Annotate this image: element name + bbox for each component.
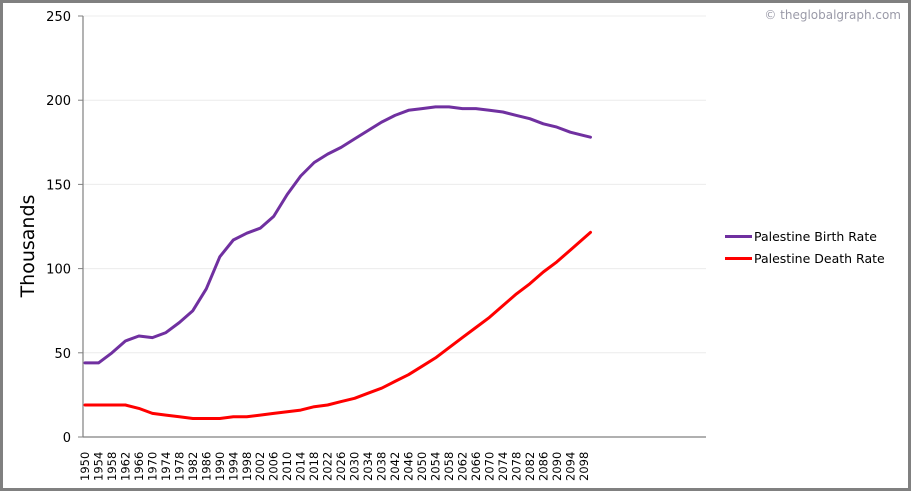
x-tick-label: 2054 (428, 452, 442, 481)
x-tick-label: 2078 (509, 452, 523, 481)
x-tick-label: 2050 (415, 452, 429, 481)
y-tick-label: 150 (46, 178, 71, 193)
x-tick-label: 1998 (240, 452, 254, 481)
x-tick-label: 1978 (172, 452, 186, 481)
x-tick-label: 2014 (294, 452, 308, 481)
y-tick-label: 50 (54, 347, 71, 362)
y-tick-label: 100 (46, 263, 71, 278)
x-tick-label: 1950 (78, 452, 92, 481)
x-tick-label: 2034 (361, 452, 375, 481)
x-tick-label: 1986 (199, 452, 213, 481)
x-tick-label: 2006 (267, 452, 281, 481)
x-tick-label: 2042 (388, 452, 402, 481)
x-tick-label: 2022 (321, 452, 335, 481)
x-tick-label: 2086 (536, 452, 550, 481)
x-tick-label: 2046 (402, 452, 416, 481)
legend-swatch-icon (725, 256, 752, 260)
y-tick-label: 250 (46, 10, 71, 25)
death-rate-line (83, 230, 592, 420)
birth-rate-line (83, 105, 592, 365)
x-tick-label: 2002 (253, 452, 267, 481)
x-tick-label: 2098 (577, 452, 591, 481)
chart-frame (3, 3, 908, 488)
x-tick-label: 2070 (482, 452, 496, 481)
x-tick-label: 1994 (226, 452, 240, 481)
x-tick-label: 2058 (442, 452, 456, 481)
x-tick-label: 2094 (563, 452, 577, 481)
x-tick-label: 1990 (213, 452, 227, 481)
copyright-text: © theglobalgraph.com (764, 8, 901, 22)
x-tick-label: 2010 (280, 452, 294, 481)
x-tick-label: 2038 (375, 452, 389, 481)
x-tick-label: 2074 (496, 452, 510, 481)
y-tick-label: 0 (63, 431, 71, 446)
x-tick-label: 2030 (348, 452, 362, 481)
x-tick-label: 1966 (132, 452, 146, 481)
x-tick-label: 1982 (186, 452, 200, 481)
x-tick-label: 2066 (469, 452, 483, 481)
x-tick-label: 1970 (145, 452, 159, 481)
y-tick-label: 200 (46, 94, 71, 109)
legend-label: Palestine Birth Rate (754, 228, 877, 244)
x-tick-label: 2082 (523, 452, 537, 481)
x-tick-label: 1962 (118, 452, 132, 481)
legend-item-birth-rate: Palestine Birth Rate (725, 225, 885, 247)
x-tick-label: 1954 (91, 452, 105, 481)
x-tick-label: 1958 (105, 452, 119, 481)
x-tick-label: 2026 (334, 452, 348, 481)
legend-item-death-rate: Palestine Death Rate (725, 247, 885, 269)
x-tick-label: 2090 (550, 452, 564, 481)
x-tick-label: 1974 (159, 452, 173, 481)
x-tick-label: 2018 (307, 452, 321, 481)
legend-label: Palestine Death Rate (754, 250, 885, 266)
legend: Palestine Birth Rate Palestine Death Rat… (725, 225, 885, 269)
x-tick-label: 2062 (455, 452, 469, 481)
legend-swatch-icon (725, 234, 752, 238)
